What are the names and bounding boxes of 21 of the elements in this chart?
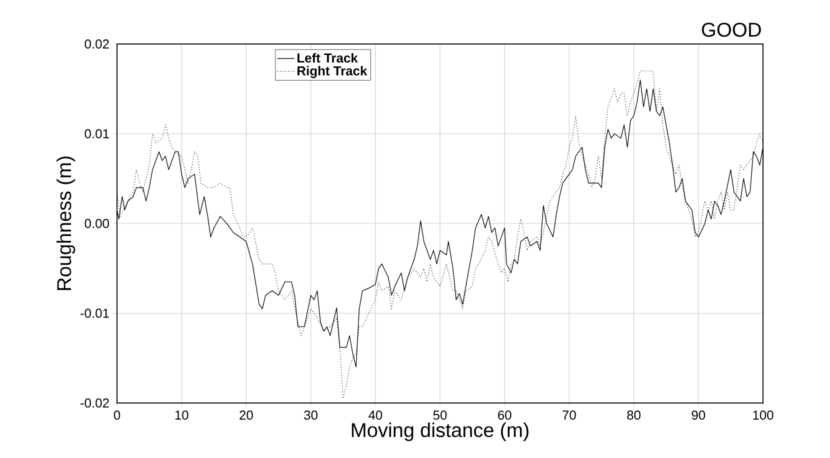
y-tick-label: -0.01 xyxy=(80,308,109,318)
x-tick-label: 90 xyxy=(692,410,706,420)
y-tick-label: 0.01 xyxy=(84,129,109,138)
y-axis-title: Roughness (m) xyxy=(56,156,76,290)
x-tick-label: 0 xyxy=(114,410,120,420)
x-tick-label: 40 xyxy=(368,410,382,420)
x-tick-label: 20 xyxy=(240,410,253,420)
x-tick-label: 30 xyxy=(304,410,318,420)
x-tick-label: 10 xyxy=(175,410,188,420)
x-axis-title: Moving distance (m) xyxy=(352,422,528,442)
x-tick-label: 50 xyxy=(433,410,447,420)
legend-label: Right Track xyxy=(298,66,368,78)
x-tick-label: 60 xyxy=(498,410,512,420)
x-tick-label: 70 xyxy=(562,410,576,420)
y-tick-label: 0.00 xyxy=(84,218,109,228)
y-tick-label: 0.02 xyxy=(84,39,109,49)
legend-label: Left Track xyxy=(298,53,358,63)
x-tick-label: 100 xyxy=(753,410,774,420)
y-tick-label: -0.02 xyxy=(80,398,109,408)
chart-title: GOOD xyxy=(702,22,761,37)
x-tick-label: 80 xyxy=(627,410,641,420)
